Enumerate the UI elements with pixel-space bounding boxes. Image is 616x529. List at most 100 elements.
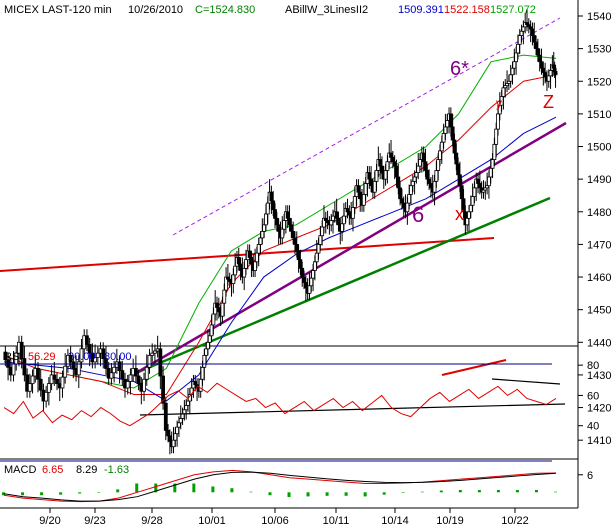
macd-histogram-bar [515, 489, 519, 493]
price-bar-body [553, 71, 558, 76]
price-bar-body [184, 404, 189, 411]
macd-histogram-bar [306, 492, 310, 497]
rsi-axis-ticks: 80 60 40 [578, 360, 599, 433]
price-bar-body [534, 41, 538, 50]
annotation-6-star: 6* [450, 58, 469, 80]
price-bar-body [548, 69, 553, 77]
price-bar-body [512, 61, 517, 69]
price-bar-body [276, 224, 281, 232]
price-bar-body [496, 113, 500, 130]
price-bar-body [206, 341, 210, 350]
rsi-line [3, 382, 557, 427]
price-tick-label: 1440 [587, 337, 611, 349]
price-bar-body [36, 368, 40, 380]
price-bar-body [320, 226, 325, 237]
price-bar-body [409, 185, 413, 195]
price-bar-body [222, 289, 227, 304]
price-bar-body [242, 267, 247, 278]
price-bar-body [298, 259, 303, 269]
price-bar-body [76, 361, 81, 376]
macd-histogram-bar [554, 491, 557, 493]
price-bar-body [264, 213, 268, 226]
rsi-level-low: 20.00 [68, 351, 96, 363]
date-tick-label: 10/14 [381, 515, 409, 527]
annotation-y: y [496, 96, 502, 110]
macd-histogram-bar [59, 492, 63, 495]
price-bar-body [128, 374, 133, 382]
price-bar-body [311, 270, 315, 279]
price-bar-body [530, 28, 535, 36]
price-tick-label: 1500 [587, 142, 611, 154]
header-date: 10/26/2010 [128, 4, 183, 16]
price-bar-body [55, 378, 59, 385]
macd-histogram-bar [21, 492, 25, 496]
price-bar-body [423, 161, 428, 171]
price-axis-ticks: 1540 1530 1520 1510 1500 1490 1480 1470 1460 1450… [578, 11, 611, 447]
price-bar-body [207, 335, 212, 343]
rsi-tick-label: 40 [587, 421, 599, 433]
price-bar-body [238, 263, 243, 271]
annotation-x: x [455, 204, 464, 224]
price-bar-body [271, 200, 276, 211]
price-bar-body [171, 439, 176, 448]
price-bar-body [175, 426, 180, 435]
price-bar-body [465, 217, 470, 226]
price-bar-body [468, 204, 473, 213]
price-bar-body [22, 358, 27, 376]
price-bar-body [273, 209, 277, 219]
price-bar-body [133, 368, 138, 377]
price-bar-body [93, 357, 97, 363]
price-bar-body [390, 156, 395, 163]
date-tick-label: 9/28 [141, 515, 162, 527]
price-bar-body [294, 244, 299, 252]
price-bar-body [543, 72, 548, 78]
header-close: C=1524.830 [195, 4, 255, 16]
price-bar-body [351, 207, 355, 219]
macd-histogram-bar [230, 488, 234, 493]
price-bar-body [236, 257, 241, 265]
price-bar-body [407, 193, 412, 204]
price-bar-body [318, 235, 323, 245]
price-bar-body [63, 365, 68, 378]
price-bar-body [274, 217, 279, 226]
green-trend-line [135, 196, 551, 375]
price-tick-label: 1470 [587, 239, 611, 251]
rsi-level-high: 80.00 [104, 351, 132, 363]
price-bar-body [166, 430, 170, 437]
price-bar-body [372, 180, 377, 193]
price-bar-body [361, 193, 366, 206]
price-bar-body [537, 54, 542, 63]
price-bar-body [220, 302, 225, 317]
rsi-value: 56.29 [28, 351, 56, 363]
price-bar-body [385, 161, 390, 171]
macd-histogram-bar [116, 489, 120, 493]
price-bar-body [514, 52, 519, 63]
upper-channel-dashed-line [172, 17, 561, 236]
price-bar-body [19, 341, 24, 360]
price-tick-label: 1410 [587, 435, 611, 447]
macd-histogram-bar [344, 492, 348, 496]
price-bar-body [467, 211, 471, 219]
price-bar-body [329, 220, 334, 226]
price-bar-body [302, 276, 306, 283]
price-bar-body [25, 374, 30, 392]
price-bar-body [521, 26, 526, 32]
price-bar-body [401, 202, 406, 208]
price-bar-body [173, 433, 178, 441]
price-bar-body [211, 313, 216, 326]
macd-histogram-bar [154, 483, 158, 493]
price-bar-body [414, 172, 419, 178]
price-tick-label: 1480 [587, 207, 611, 219]
price-bar-body [287, 217, 292, 226]
macd-histogram-bar [287, 492, 291, 497]
macd-label: MACD [4, 464, 36, 476]
price-bar-body [501, 87, 506, 97]
macd-histogram-bar [477, 489, 481, 493]
price-bar-body [490, 159, 495, 169]
price-bar-body [316, 244, 321, 254]
price-tick-label: 1520 [587, 76, 611, 88]
price-bar-body [405, 202, 410, 213]
rsi-series-line [3, 382, 557, 427]
price-bar-body [312, 261, 317, 271]
price-bar-body [300, 267, 305, 278]
